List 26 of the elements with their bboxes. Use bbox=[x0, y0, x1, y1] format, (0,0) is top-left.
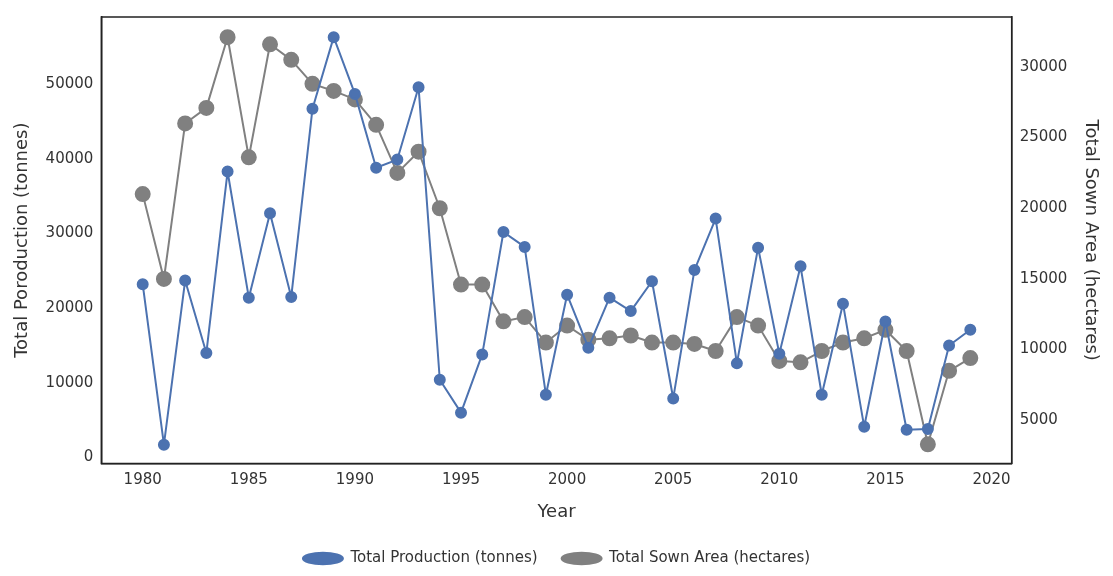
x-tick-label: 2005 bbox=[654, 470, 693, 489]
x-tick-label: 1985 bbox=[229, 470, 268, 489]
y-axis-title: Total Poroduction (tonnes) bbox=[10, 122, 32, 359]
y2-tick-label: 20000 bbox=[1019, 198, 1068, 217]
x-tick-label: 2000 bbox=[548, 470, 587, 489]
y2-axis-title: Total Sown Area (hectares) bbox=[1081, 118, 1103, 361]
x-tick-label: 2015 bbox=[866, 470, 905, 489]
x-tick-label: 1990 bbox=[335, 470, 374, 489]
y2-tick-label: 10000 bbox=[1019, 339, 1068, 358]
x-tick-label: 2020 bbox=[972, 470, 1011, 489]
x-tick-label: 1995 bbox=[441, 470, 481, 489]
legend-label: Total Production (tonnes) bbox=[349, 548, 538, 567]
y-tick-label: 0 bbox=[83, 447, 94, 466]
y-tick-label: 40000 bbox=[45, 148, 94, 167]
x-axis-title: Year bbox=[536, 499, 577, 521]
y2-tick-label: 30000 bbox=[1019, 56, 1068, 75]
legend-label: Total Sown Area (hectares) bbox=[608, 548, 811, 567]
y2-tick-label: 15000 bbox=[1019, 268, 1068, 287]
y2-tick-label: 25000 bbox=[1019, 127, 1068, 146]
y-tick-label: 30000 bbox=[45, 223, 94, 242]
y-tick-label: 10000 bbox=[45, 372, 94, 391]
y-tick-label: 50000 bbox=[45, 74, 94, 93]
x-tick-label: 1980 bbox=[123, 470, 162, 489]
y2-tick-label: 5000 bbox=[1019, 410, 1058, 429]
x-tick-label: 2010 bbox=[760, 470, 799, 489]
y-tick-label: 20000 bbox=[45, 298, 94, 317]
